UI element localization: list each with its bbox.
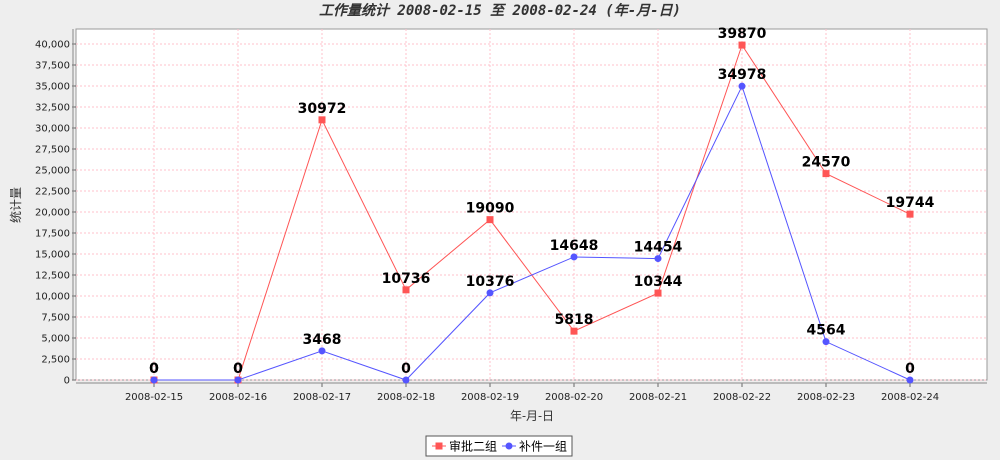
series-line-2 <box>154 84 911 381</box>
series-2-data-label: 3468 <box>303 332 342 348</box>
y-tick-label: 25,000 <box>35 166 70 177</box>
series-2-data-label: 10376 <box>466 274 515 290</box>
x-tick-label: 2008-02-22 <box>713 392 771 403</box>
series-2-data-label: 0 <box>149 361 159 377</box>
series-1-point <box>738 41 746 49</box>
y-tick-label: 0 <box>64 376 70 387</box>
series-1-data-label: 19744 <box>886 195 935 211</box>
series-1-data-label: 30972 <box>298 101 347 117</box>
series-2-point <box>654 255 662 263</box>
series-2-point <box>906 376 914 384</box>
series-1-data-label: 0 <box>149 361 159 377</box>
grid-lines <box>76 29 987 381</box>
series-2-data-label: 14648 <box>550 238 599 254</box>
x-axis-label: 年-月-日 <box>510 409 554 423</box>
series-1-data-label: 10344 <box>634 274 683 290</box>
x-tick-label: 2008-02-24 <box>881 392 939 403</box>
y-tick-label: 30,000 <box>35 124 70 135</box>
y-tick-label: 7,500 <box>41 313 70 324</box>
y-tick-label: 17,500 <box>35 229 70 240</box>
plot-area <box>75 28 988 381</box>
series-2-point <box>486 289 494 297</box>
y-tick-label: 40,000 <box>35 40 70 51</box>
y-tick-label: 5,000 <box>41 334 70 345</box>
series-1-point <box>654 289 662 297</box>
x-tick-label: 2008-02-21 <box>629 392 687 403</box>
series-2-data-label: 0 <box>233 361 243 377</box>
x-tick-label: 2008-02-17 <box>293 392 351 403</box>
legend-marker-2 <box>505 442 513 450</box>
x-tick-label: 2008-02-18 <box>377 392 435 403</box>
series-2-point <box>570 253 578 261</box>
y-tick-label: 12,500 <box>35 271 70 282</box>
series-2-data-label: 0 <box>401 361 411 377</box>
x-tick-label: 2008-02-15 <box>125 392 183 403</box>
legend-marker-1 <box>435 442 443 450</box>
series-layer <box>150 41 914 384</box>
legend-label-1: 审批二组 <box>449 439 497 454</box>
series-2-point <box>822 338 830 346</box>
series-1-point <box>402 286 410 294</box>
y-tick-label: 10,000 <box>35 292 70 303</box>
y-tick-label: 27,500 <box>35 145 70 156</box>
series-2-data-label: 0 <box>905 361 915 377</box>
y-tick-label: 15,000 <box>35 250 70 261</box>
series-2-data-label: 34978 <box>718 67 767 83</box>
series-1-point <box>570 327 578 335</box>
y-axis: 0 2,500 5,000 7,500 10,000 12,500 15,000 17,500… <box>35 29 76 387</box>
series-1-data-label: 10736 <box>382 271 431 287</box>
series-2-point <box>738 82 746 90</box>
series-1-data-label: 39870 <box>718 26 767 42</box>
series-1-data-label: 19090 <box>466 201 515 217</box>
series-2-point <box>150 376 158 384</box>
series-2-point <box>318 347 326 355</box>
legend-label-2: 补件一组 <box>519 440 567 454</box>
y-axis-label: 统计量 <box>9 187 23 223</box>
legend: 审批二组 补件一组 <box>425 435 573 457</box>
y-tick-label: 35,000 <box>35 82 70 93</box>
y-tick-label: 2,500 <box>41 355 70 366</box>
series-1-data-label: 5818 <box>555 312 594 328</box>
series-1-data-label: 24570 <box>802 155 851 171</box>
x-tick-label: 2008-02-16 <box>209 392 267 403</box>
y-tick-label: 37,500 <box>35 61 70 72</box>
legend-box <box>425 435 573 457</box>
series-2-point <box>402 376 410 384</box>
data-labels: 0 0 30972 10736 19090 5818 10344 39870 24570 1974… <box>149 26 934 377</box>
series-2-data-label: 14454 <box>634 240 683 256</box>
series-2-point <box>234 376 242 384</box>
x-tick-label: 2008-02-19 <box>461 392 519 403</box>
series-1-data-label: 0 <box>233 361 243 377</box>
y-tick-label: 32,500 <box>35 103 70 114</box>
x-tick-label: 2008-02-20 <box>545 392 603 403</box>
x-axis: 2008-02-15 2008-02-16 2008-02-17 2008-02-18… <box>76 382 987 403</box>
series-1-point <box>906 210 914 218</box>
series-1-point <box>318 116 326 124</box>
chart-title: 工作量统计 2008-02-15 至 2008-02-24 (年-月-日) <box>319 2 681 19</box>
y-tick-label: 22,500 <box>35 187 70 198</box>
series-2-data-label: 4564 <box>807 323 846 339</box>
series-1-point <box>486 216 494 224</box>
series-1-point <box>822 170 830 178</box>
y-tick-label: 20,000 <box>35 208 70 219</box>
x-tick-label: 2008-02-23 <box>797 392 855 403</box>
